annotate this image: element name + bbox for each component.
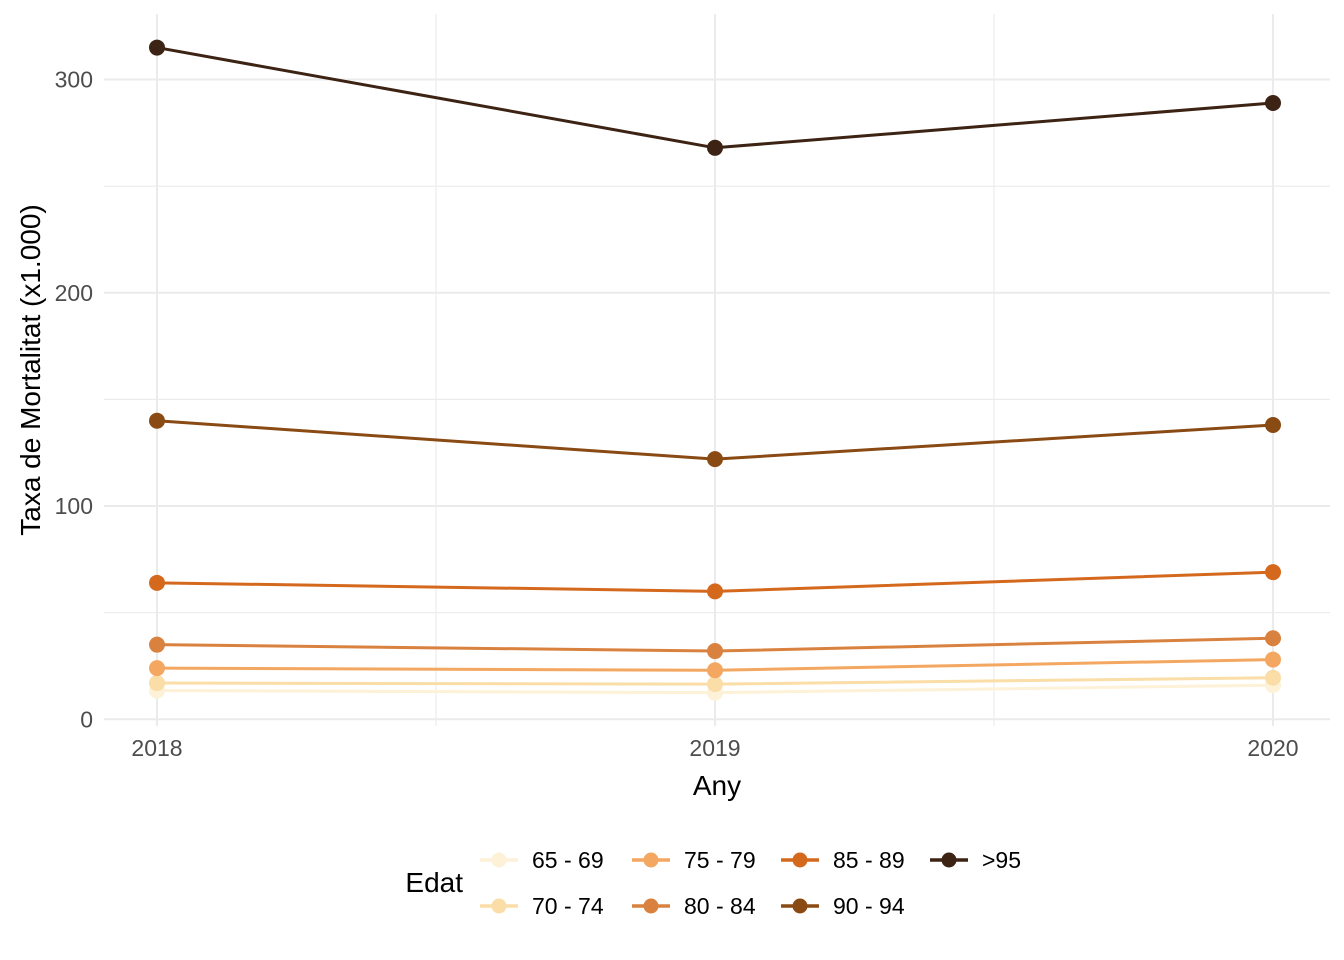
legend-key-point [491,852,507,868]
data-point [1265,669,1281,686]
legend-key-point [792,852,808,868]
data-point [149,660,165,677]
data-point [707,676,723,693]
data-point [149,675,165,692]
x-tick-label: 2020 [1247,735,1298,761]
y-tick-label: 0 [80,706,93,732]
legend-title: Edat [405,867,463,898]
data-point [149,39,165,56]
minor-gridlines [104,14,1330,726]
y-tick-label: 300 [55,67,93,93]
legend-label: 85 - 89 [833,847,905,873]
legend-item: 70 - 74 [480,893,604,919]
data-point [149,412,165,429]
y-tick-label: 200 [55,280,93,306]
major-gridlines [104,14,1330,726]
data-point [707,643,723,660]
x-tick-label: 2019 [689,735,740,761]
legend: 65 - 69 70 - 74 75 - 79 80 - 84 85 - 89 90 - … [480,847,1021,919]
data-point [707,662,723,679]
legend-label: 90 - 94 [833,893,905,919]
data-point [1265,95,1281,112]
legend-item: 80 - 84 [632,893,756,919]
legend-item: >95 [930,847,1021,873]
legend-label: 80 - 84 [684,893,756,919]
y-axis-title: Taxa de Mortalitat (x1.000) [15,204,46,536]
data-point [707,583,723,600]
data-point [1265,564,1281,581]
data-series [149,39,1281,701]
y-tick-label: 100 [55,493,93,519]
data-point [1265,417,1281,434]
legend-item: 90 - 94 [781,893,905,919]
legend-key-point [792,898,808,914]
x-axis-title: Any [693,770,741,801]
data-point [149,574,165,591]
legend-label: 65 - 69 [532,847,604,873]
legend-item: 85 - 89 [781,847,905,873]
x-tick-label: 2018 [131,735,182,761]
legend-item: 65 - 69 [480,847,604,873]
legend-key-point [941,852,957,868]
legend-key-point [643,852,659,868]
legend-item: 75 - 79 [632,847,756,873]
data-point [1265,651,1281,668]
data-point [707,139,723,156]
legend-key-point [643,898,659,914]
data-point [707,451,723,468]
legend-label: 75 - 79 [684,847,756,873]
legend-key-point [491,898,507,914]
legend-label: 70 - 74 [532,893,604,919]
y-axis-tick-labels: 0 100 200 300 [55,67,93,733]
data-point [1265,630,1281,647]
x-axis-tick-labels: 2018 2019 2020 [131,735,1298,761]
legend-label: >95 [982,847,1021,873]
data-point [149,636,165,653]
